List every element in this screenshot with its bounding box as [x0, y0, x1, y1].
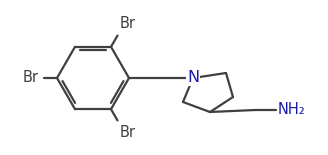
- Text: N: N: [187, 71, 199, 86]
- Text: NH₂: NH₂: [278, 102, 306, 117]
- Text: Br: Br: [23, 71, 39, 86]
- Text: Br: Br: [120, 16, 136, 31]
- Text: Br: Br: [120, 125, 136, 140]
